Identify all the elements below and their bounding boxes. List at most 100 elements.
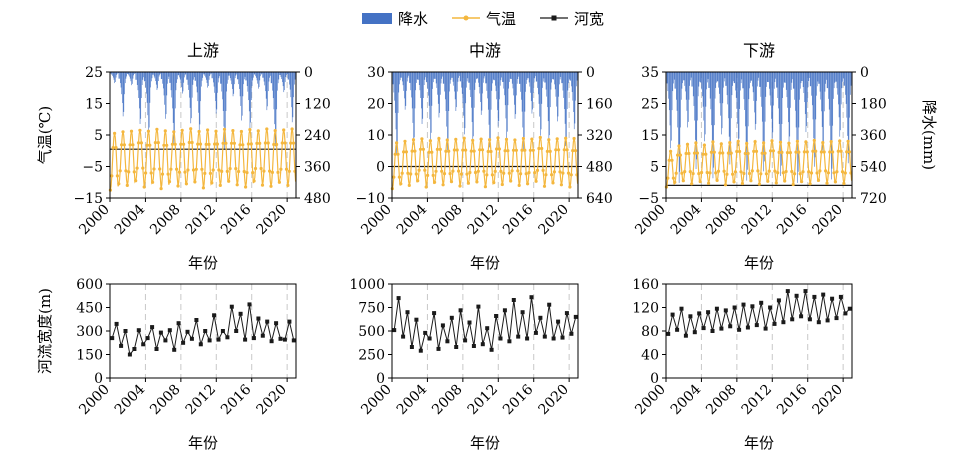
- precip-bar: [514, 72, 516, 119]
- precip-bar: [428, 72, 429, 96]
- temp-point: [836, 149, 840, 153]
- width-point: [507, 339, 512, 344]
- precip-bar: [423, 72, 425, 85]
- precip-bar: [267, 72, 269, 92]
- precip-bar: [247, 72, 249, 92]
- x-tick-label-1-3: 2012: [465, 202, 502, 239]
- precip-bar: [726, 72, 728, 96]
- temp-point: [201, 186, 205, 190]
- precip-bar: [683, 72, 684, 81]
- temp-point: [459, 172, 463, 176]
- temp-point: [402, 150, 406, 154]
- precip-bar: [140, 72, 142, 119]
- precip-bar: [216, 72, 218, 110]
- width-point: [414, 317, 419, 322]
- precip-bar: [677, 72, 679, 128]
- precip-bar: [574, 72, 576, 124]
- precip-bar: [173, 72, 175, 145]
- precip-bar: [416, 72, 418, 80]
- width-point: [697, 311, 702, 316]
- precip-bar: [263, 72, 264, 78]
- width-point: [154, 347, 159, 351]
- temp-point: [685, 142, 690, 146]
- precip-bar: [131, 72, 133, 84]
- temp-point: [831, 150, 835, 154]
- temp-point: [729, 151, 733, 155]
- precip-bar: [537, 72, 539, 95]
- temp-point: [708, 171, 712, 175]
- temp-point: [845, 150, 849, 154]
- precip-bar: [475, 72, 476, 83]
- legend: 降水 气温 河宽: [362, 10, 604, 28]
- precip-bar: [696, 72, 698, 160]
- precip-bar: [440, 72, 441, 95]
- precip-bar: [477, 72, 478, 79]
- temp-point: [149, 171, 153, 175]
- precip-bar: [405, 72, 407, 106]
- precip-bar: [538, 72, 540, 104]
- precip-bar: [730, 72, 731, 156]
- precip-bar: [272, 72, 274, 99]
- width-point: [564, 311, 569, 316]
- precip-bar: [529, 72, 531, 87]
- temp-point: [725, 172, 729, 176]
- temp-line: [109, 128, 297, 191]
- precip-bar: [412, 72, 414, 123]
- width-point: [551, 336, 556, 341]
- temp-point: [173, 142, 177, 146]
- x-axis-label: 年份: [744, 434, 774, 450]
- temp-point: [482, 169, 486, 173]
- temp-point: [774, 181, 778, 185]
- precip-bar: [714, 72, 715, 126]
- temp-point: [207, 142, 211, 146]
- temp-point: [816, 178, 821, 182]
- precip-bar: [492, 72, 493, 84]
- y-tick-label-1-0: 30: [367, 65, 385, 81]
- temp-point: [461, 148, 465, 152]
- precip-bar: [809, 72, 810, 79]
- temp-point: [464, 148, 468, 152]
- precip-bar: [557, 72, 558, 122]
- temp-point: [733, 170, 738, 174]
- width-point: [745, 325, 750, 330]
- precip-bar: [442, 72, 443, 77]
- precip-bar: [116, 72, 118, 75]
- precip-bar: [278, 72, 280, 80]
- temp-point: [180, 128, 184, 132]
- temp-point: [670, 158, 674, 162]
- precip-bar: [792, 72, 793, 80]
- precip-bar: [685, 72, 687, 100]
- precip-bar: [401, 72, 402, 78]
- temp-point: [466, 181, 470, 185]
- temp-point: [731, 172, 735, 176]
- y-tick-label-1-3: 0: [376, 160, 385, 176]
- precip-bar: [750, 72, 752, 81]
- temp-point: [148, 143, 152, 147]
- temp-point: [134, 179, 138, 183]
- precip-bar: [807, 72, 808, 103]
- temp-point: [486, 149, 490, 154]
- precip-bar: [670, 72, 671, 149]
- width-point: [666, 331, 671, 336]
- temp-point: [516, 169, 520, 173]
- width-point: [723, 308, 728, 313]
- temp-point: [814, 149, 818, 153]
- precip-bar: [171, 72, 173, 98]
- precip-bar: [747, 72, 749, 127]
- precip-bar: [148, 72, 150, 128]
- precip-bar: [120, 72, 122, 88]
- precip-bar: [525, 72, 526, 92]
- temp-point: [704, 152, 708, 156]
- precip-bar: [420, 72, 421, 98]
- width-point: [776, 298, 781, 303]
- width-point: [436, 346, 441, 351]
- precip-bar: [180, 72, 182, 83]
- precip-bar: [468, 72, 470, 83]
- precip-bar: [230, 72, 232, 81]
- temp-point: [196, 142, 200, 146]
- precip-bar: [464, 72, 466, 129]
- precip-bar: [232, 72, 234, 97]
- temp-point: [413, 149, 417, 153]
- temp-point: [517, 183, 521, 187]
